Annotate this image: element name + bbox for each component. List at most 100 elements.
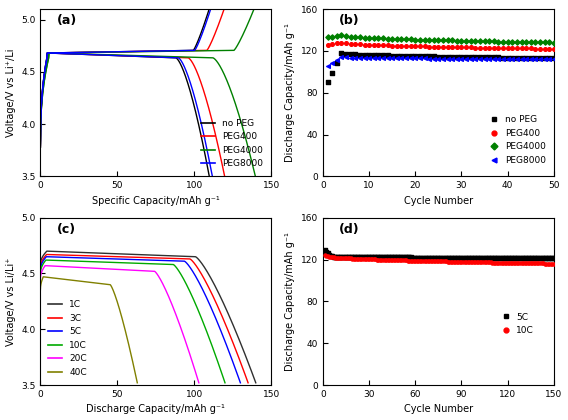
10C xyxy=(537,260,546,267)
10C xyxy=(357,256,366,262)
Point xyxy=(434,55,443,62)
10C xyxy=(532,260,541,267)
Y-axis label: Discharge Capacity/mAh g⁻¹: Discharge Capacity/mAh g⁻¹ xyxy=(285,23,295,162)
5C xyxy=(473,255,482,261)
10C xyxy=(389,257,398,263)
Point xyxy=(448,53,457,60)
5C xyxy=(509,255,519,262)
5C xyxy=(499,255,508,262)
5C xyxy=(377,254,386,260)
Point xyxy=(480,54,489,60)
Text: (a): (a) xyxy=(56,14,77,27)
10C xyxy=(523,260,532,267)
Point xyxy=(332,59,341,66)
Point xyxy=(466,44,475,51)
Point xyxy=(378,35,387,42)
Point xyxy=(429,43,438,50)
5C xyxy=(341,253,350,260)
10C xyxy=(438,258,448,265)
5C xyxy=(411,254,420,261)
10C xyxy=(426,258,435,265)
5C xyxy=(483,255,492,261)
Point xyxy=(503,54,512,61)
5C xyxy=(415,254,424,261)
Point xyxy=(415,43,424,50)
Point xyxy=(388,42,397,49)
10C xyxy=(531,260,540,267)
Point xyxy=(466,55,475,62)
Point xyxy=(420,37,429,43)
Point xyxy=(337,50,346,56)
10C xyxy=(548,260,557,267)
Point xyxy=(411,53,420,60)
Point xyxy=(521,45,531,52)
5C xyxy=(546,255,556,262)
10C xyxy=(346,255,355,262)
Point xyxy=(438,44,448,50)
5C xyxy=(357,254,366,260)
5C xyxy=(380,254,389,261)
5C xyxy=(362,254,371,260)
5C xyxy=(494,255,503,262)
Point xyxy=(392,42,402,49)
Point xyxy=(471,44,480,51)
5C xyxy=(392,254,402,261)
Point xyxy=(485,54,494,61)
10C xyxy=(332,254,341,261)
Point xyxy=(499,55,508,62)
10C xyxy=(486,259,495,266)
Point xyxy=(475,38,485,45)
5C xyxy=(441,255,450,261)
10C xyxy=(400,257,409,264)
5C xyxy=(465,255,474,261)
5C xyxy=(521,255,531,262)
10C xyxy=(541,260,550,267)
5C xyxy=(456,255,465,261)
10C xyxy=(417,257,426,264)
Point xyxy=(517,55,526,61)
5C xyxy=(385,254,394,261)
Point xyxy=(328,33,337,40)
5C xyxy=(371,254,380,260)
10C xyxy=(434,258,443,265)
5C xyxy=(492,255,502,262)
Point xyxy=(549,39,558,46)
Point xyxy=(526,39,535,45)
5C xyxy=(321,248,331,255)
Point xyxy=(434,43,443,50)
10C xyxy=(408,257,417,264)
Point xyxy=(540,39,549,46)
5C xyxy=(337,253,346,260)
Point xyxy=(406,52,415,59)
10C xyxy=(494,259,503,266)
Point xyxy=(415,53,424,60)
5C xyxy=(326,253,335,260)
Point xyxy=(346,51,355,58)
Point xyxy=(346,54,355,61)
Point xyxy=(494,55,503,62)
10C xyxy=(528,260,537,267)
5C xyxy=(408,254,417,261)
Point xyxy=(499,54,508,61)
5C xyxy=(434,255,443,261)
Point xyxy=(360,34,369,41)
Point xyxy=(392,52,402,59)
10C xyxy=(402,257,411,264)
10C xyxy=(508,260,517,266)
10C xyxy=(441,258,450,265)
Point xyxy=(383,55,392,61)
10C xyxy=(388,257,397,263)
5C xyxy=(414,254,423,261)
10C xyxy=(395,257,404,264)
Point xyxy=(462,55,471,62)
5C xyxy=(367,254,377,260)
Point xyxy=(323,62,332,69)
5C xyxy=(482,255,491,261)
5C xyxy=(545,255,554,262)
Point xyxy=(512,45,521,52)
5C xyxy=(374,254,383,260)
10C xyxy=(463,259,472,265)
Point xyxy=(360,41,369,48)
X-axis label: Specific Capacity/mAh g⁻¹: Specific Capacity/mAh g⁻¹ xyxy=(92,196,220,206)
Point xyxy=(443,37,452,44)
